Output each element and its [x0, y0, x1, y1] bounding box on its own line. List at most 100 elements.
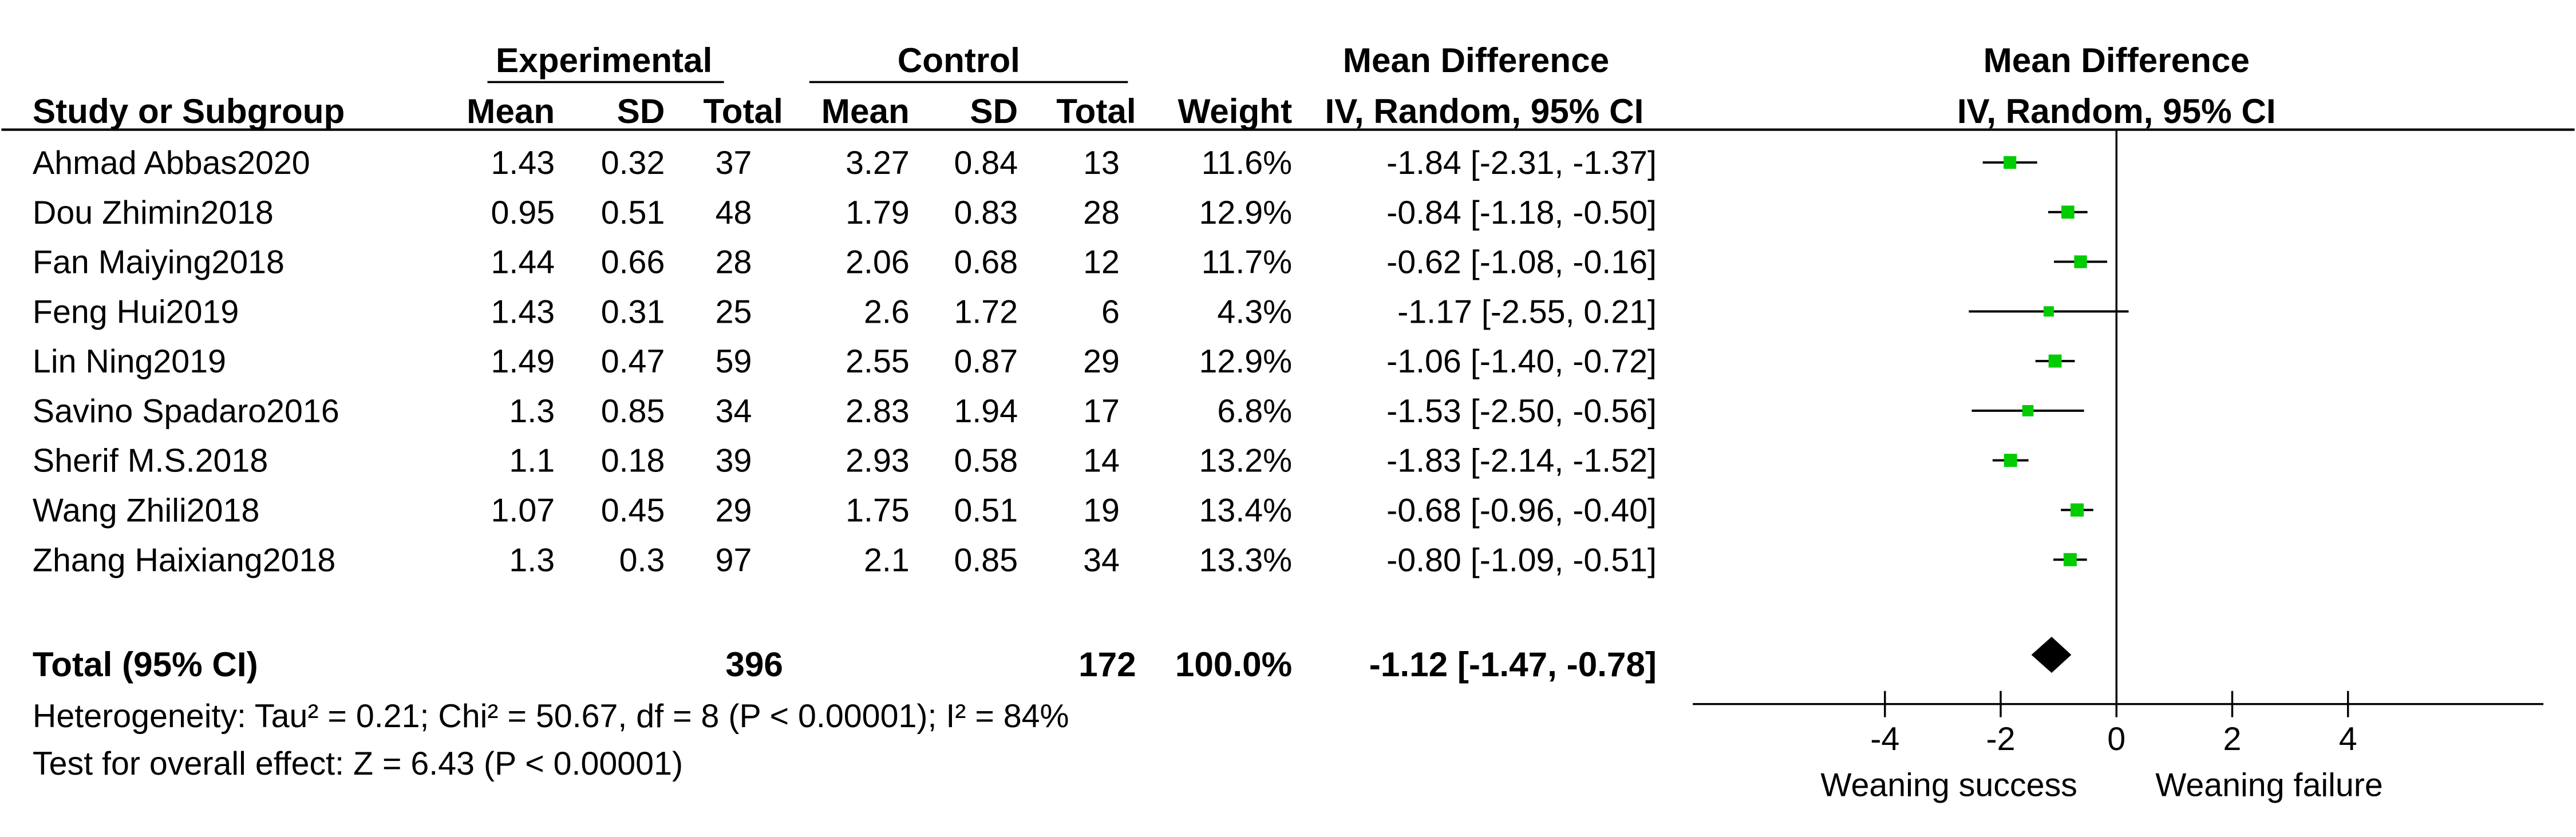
study-weight: 13.4% [1199, 493, 1293, 529]
study-point [2061, 205, 2075, 219]
study-total-e: 48 [716, 195, 752, 231]
col-ci-header: IV, Random, 95% CI [1325, 92, 1644, 130]
total-e: 396 [725, 645, 783, 684]
study-ci-text: -0.68 [-0.96, -0.40] [1386, 493, 1657, 529]
axis-label-right: Weaning failure [2155, 767, 2383, 803]
study-sd-e: 0.85 [601, 393, 665, 430]
study-mean-c: 2.06 [846, 244, 910, 281]
x-tick-label: -4 [1870, 721, 1899, 757]
axis-label-left: Weaning success [1820, 767, 2077, 803]
study-study-name: Fan Maiying2018 [33, 244, 285, 281]
x-tick-label: -2 [1986, 721, 2015, 757]
study-weight: 11.7% [1202, 244, 1292, 281]
study-mean-e: 1.43 [491, 293, 555, 330]
x-tick-label: 0 [2107, 721, 2125, 757]
study-sd-c: 0.85 [954, 542, 1018, 578]
study-point [2022, 405, 2034, 416]
study-sd-c: 0.83 [954, 195, 1018, 231]
study-point [2074, 255, 2087, 268]
study-mean-e: 1.1 [509, 443, 555, 479]
study-total-e: 39 [716, 443, 752, 479]
study-sd-e: 0.45 [601, 493, 665, 529]
study-sd-c: 0.87 [954, 343, 1018, 380]
study-study-name: Wang Zhili2018 [33, 493, 259, 529]
study-mean-c: 2.55 [846, 343, 910, 380]
study-study-name: Lin Ning2019 [33, 343, 226, 380]
mean-difference-plot-header: Mean Difference [1984, 41, 2250, 80]
study-point [2043, 306, 2054, 317]
study-mean-e: 0.95 [491, 195, 555, 231]
study-total-c: 6 [1101, 293, 1120, 330]
col-sd-e-header: SD [617, 92, 665, 130]
study-mean-e: 1.49 [491, 343, 555, 380]
col-study-header: Study or Subgroup [33, 92, 345, 130]
col-ci-plot-header: IV, Random, 95% CI [1957, 92, 2276, 130]
study-total-e: 59 [716, 343, 752, 380]
study-ci-text: -1.17 [-2.55, 0.21] [1397, 293, 1657, 330]
study-mean-e: 1.44 [491, 244, 555, 281]
study-mean-e: 1.3 [509, 542, 555, 578]
col-total-e-header: Total [703, 92, 783, 130]
study-sd-c: 0.58 [954, 443, 1018, 479]
heterogeneity-text: Heterogeneity: Tau² = 0.21; Chi² = 50.67… [33, 698, 1069, 735]
study-sd-e: 0.66 [601, 244, 665, 281]
study-mean-e: 1.3 [509, 393, 555, 430]
study-total-c: 13 [1083, 145, 1120, 181]
study-weight: 4.3% [1217, 293, 1292, 330]
total-ci-text: -1.12 [-1.47, -0.78] [1369, 645, 1657, 684]
study-mean-c: 2.1 [864, 542, 910, 578]
study-sd-c: 1.72 [954, 293, 1018, 330]
study-ci-text: -1.53 [-2.50, -0.56] [1386, 393, 1657, 430]
total-label: Total (95% CI) [33, 645, 258, 684]
study-ci-text: -1.84 [-2.31, -1.37] [1386, 145, 1657, 181]
study-sd-c: 0.84 [954, 145, 1018, 181]
mean-difference-header: Mean Difference [1343, 41, 1609, 80]
study-weight: 6.8% [1217, 393, 1292, 430]
col-total-c-header: Total [1056, 92, 1136, 130]
col-mean-c-header: Mean [821, 92, 910, 130]
study-total-c: 28 [1083, 195, 1120, 231]
study-total-e: 25 [716, 293, 752, 330]
study-study-name: Feng Hui2019 [33, 293, 239, 330]
study-point [2063, 553, 2077, 566]
study-sd-c: 0.51 [954, 493, 1018, 529]
study-point [2004, 454, 2017, 467]
study-total-e: 37 [716, 145, 752, 181]
col-weight-header: Weight [1178, 92, 1293, 130]
study-mean-c: 2.6 [864, 293, 910, 330]
study-point [2070, 503, 2084, 517]
control-group-header: Control [898, 41, 1020, 80]
study-sd-e: 0.51 [601, 195, 665, 231]
study-study-name: Ahmad Abbas2020 [33, 145, 310, 181]
study-mean-c: 2.83 [846, 393, 910, 430]
study-mean-c: 1.75 [846, 493, 910, 529]
study-ci-text: -0.84 [-1.18, -0.50] [1386, 195, 1657, 231]
study-total-e: 34 [716, 393, 752, 430]
study-sd-e: 0.3 [619, 542, 665, 578]
x-tick-label: 4 [2339, 721, 2357, 757]
study-weight: 13.2% [1199, 443, 1293, 479]
study-ci-text: -0.80 [-1.09, -0.51] [1386, 542, 1657, 578]
study-ci-text: -1.06 [-1.40, -0.72] [1386, 343, 1657, 380]
study-point [2048, 354, 2062, 368]
pooled-diamond [2031, 637, 2072, 673]
study-mean-c: 1.79 [846, 195, 910, 231]
study-total-c: 12 [1083, 244, 1120, 281]
study-mean-c: 3.27 [846, 145, 910, 181]
study-ci-text: -0.62 [-1.08, -0.16] [1386, 244, 1657, 281]
study-ci-text: -1.83 [-2.14, -1.52] [1386, 443, 1657, 479]
experimental-group-header: Experimental [496, 41, 712, 80]
study-mean-c: 2.93 [846, 443, 910, 479]
study-study-name: Savino Spadaro2016 [33, 393, 339, 430]
col-mean-e-header: Mean [467, 92, 555, 130]
study-weight: 11.6% [1202, 145, 1292, 181]
study-total-c: 14 [1083, 443, 1120, 479]
overall-effect-text: Test for overall effect: Z = 6.43 (P < 0… [33, 745, 683, 782]
study-total-c: 29 [1083, 343, 1120, 380]
x-axis-ticks: -4 -2 0 2 4 [1870, 691, 2357, 757]
study-sd-e: 0.32 [601, 145, 665, 181]
study-total-e: 97 [716, 542, 752, 578]
col-sd-c-header: SD [970, 92, 1018, 130]
study-point [2004, 156, 2017, 169]
